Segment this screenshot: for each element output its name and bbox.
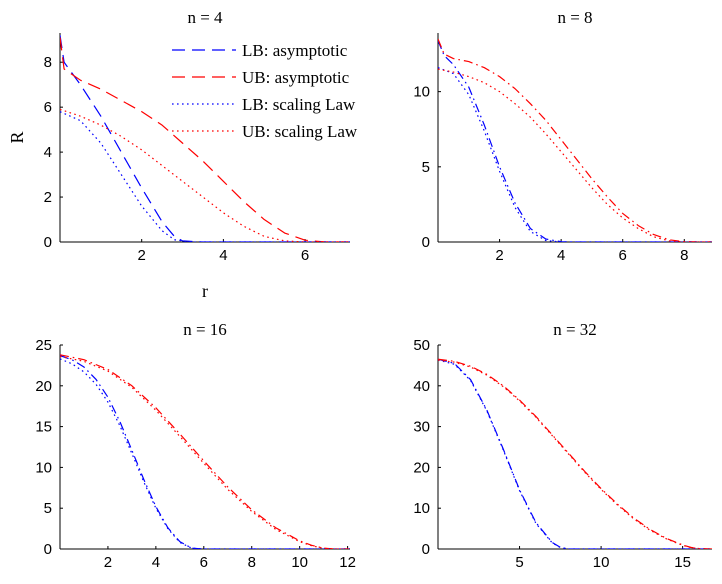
x-tick-label: 6	[200, 554, 208, 571]
series-line-ub-asymptotic	[438, 38, 712, 242]
x-tick-label: 2	[104, 554, 112, 571]
panel-title: n = 32	[553, 320, 597, 339]
series-line-lb-asymptotic	[438, 358, 712, 549]
x-tick-label: 6	[301, 247, 309, 264]
y-tick-label: 50	[413, 337, 430, 354]
panel-title: n = 8	[557, 8, 592, 27]
y-tick-label: 10	[35, 459, 52, 476]
y-tick-label: 10	[413, 500, 430, 517]
y-tick-label: 30	[413, 419, 430, 436]
series-line-ub-scaling-law	[438, 359, 712, 549]
y-tick-label: 6	[44, 99, 52, 116]
y-axis-label: R	[7, 131, 27, 143]
legend-label: LB: scaling Law	[242, 95, 356, 114]
legend-label: UB: asymptotic	[242, 68, 350, 87]
legend: LB: asymptotic UB: asymptotic LB: scaling …	[172, 41, 358, 141]
y-tick-label: 0	[422, 234, 430, 251]
x-tick-label: 8	[680, 247, 688, 264]
series-line-lb-scaling-law	[438, 67, 712, 242]
panel-2: 2 4 6 8 10 12 0 5 10 15 20 25 n = 16	[35, 320, 356, 571]
x-tick-label: 6	[619, 247, 627, 264]
y-tick-label: 0	[422, 541, 430, 558]
series-line-ub-scaling-law	[438, 68, 712, 242]
legend-label: UB: scaling Law	[242, 122, 358, 141]
y-tick-label: 15	[35, 419, 52, 436]
panel-title: n = 4	[187, 8, 223, 27]
panel-title: n = 16	[183, 320, 227, 339]
x-tick-label: 2	[495, 247, 503, 264]
y-tick-label: 10	[413, 84, 430, 101]
y-tick-label: 0	[44, 234, 52, 251]
y-tick-label: 40	[413, 378, 430, 395]
x-axis-label: r	[202, 281, 208, 301]
series-line-ub-scaling-law	[60, 108, 350, 242]
y-tick-label: 2	[44, 189, 52, 206]
y-tick-label: 8	[44, 54, 52, 71]
series-line-lb-scaling-law	[438, 359, 712, 549]
series-line-ub-asymptotic	[60, 354, 350, 549]
x-tick-label: 5	[515, 554, 523, 571]
x-tick-label: 8	[248, 554, 256, 571]
panel-1: 2 4 6 8 0 5 10 n = 8	[413, 8, 712, 264]
x-tick-label: 2	[138, 247, 146, 264]
x-tick-label: 10	[593, 554, 610, 571]
x-tick-label: 15	[674, 554, 691, 571]
y-tick-label: 20	[413, 459, 430, 476]
x-tick-label: 4	[152, 554, 160, 571]
y-tick-label: 5	[422, 159, 430, 176]
y-tick-label: 20	[35, 378, 52, 395]
series-line-lb-asymptotic	[438, 40, 712, 242]
y-tick-label: 5	[44, 500, 52, 517]
series-line-lb-asymptotic	[60, 355, 350, 549]
x-tick-label: 10	[291, 554, 308, 571]
panel-3: 5 10 15 0 10 20 30 40 50 n = 32	[413, 320, 712, 571]
series-line-lb-scaling-law	[60, 358, 350, 549]
series-line-lb-scaling-law	[60, 111, 350, 242]
series-line-ub-asymptotic	[438, 358, 712, 549]
y-tick-label: 0	[44, 541, 52, 558]
legend-label: LB: asymptotic	[242, 41, 348, 60]
y-tick-label: 4	[44, 144, 52, 161]
x-tick-label: 4	[557, 247, 565, 264]
series-line-ub-asymptotic	[60, 37, 350, 242]
series-line-ub-scaling-law	[60, 355, 350, 549]
panel-0: 2 4 6 0 2 4 6 8 n = 4 r R LB: asymptotic UB: asympto…	[7, 8, 358, 301]
x-tick-label: 4	[219, 247, 227, 264]
x-tick-label: 12	[339, 554, 356, 571]
y-tick-label: 25	[35, 337, 52, 354]
